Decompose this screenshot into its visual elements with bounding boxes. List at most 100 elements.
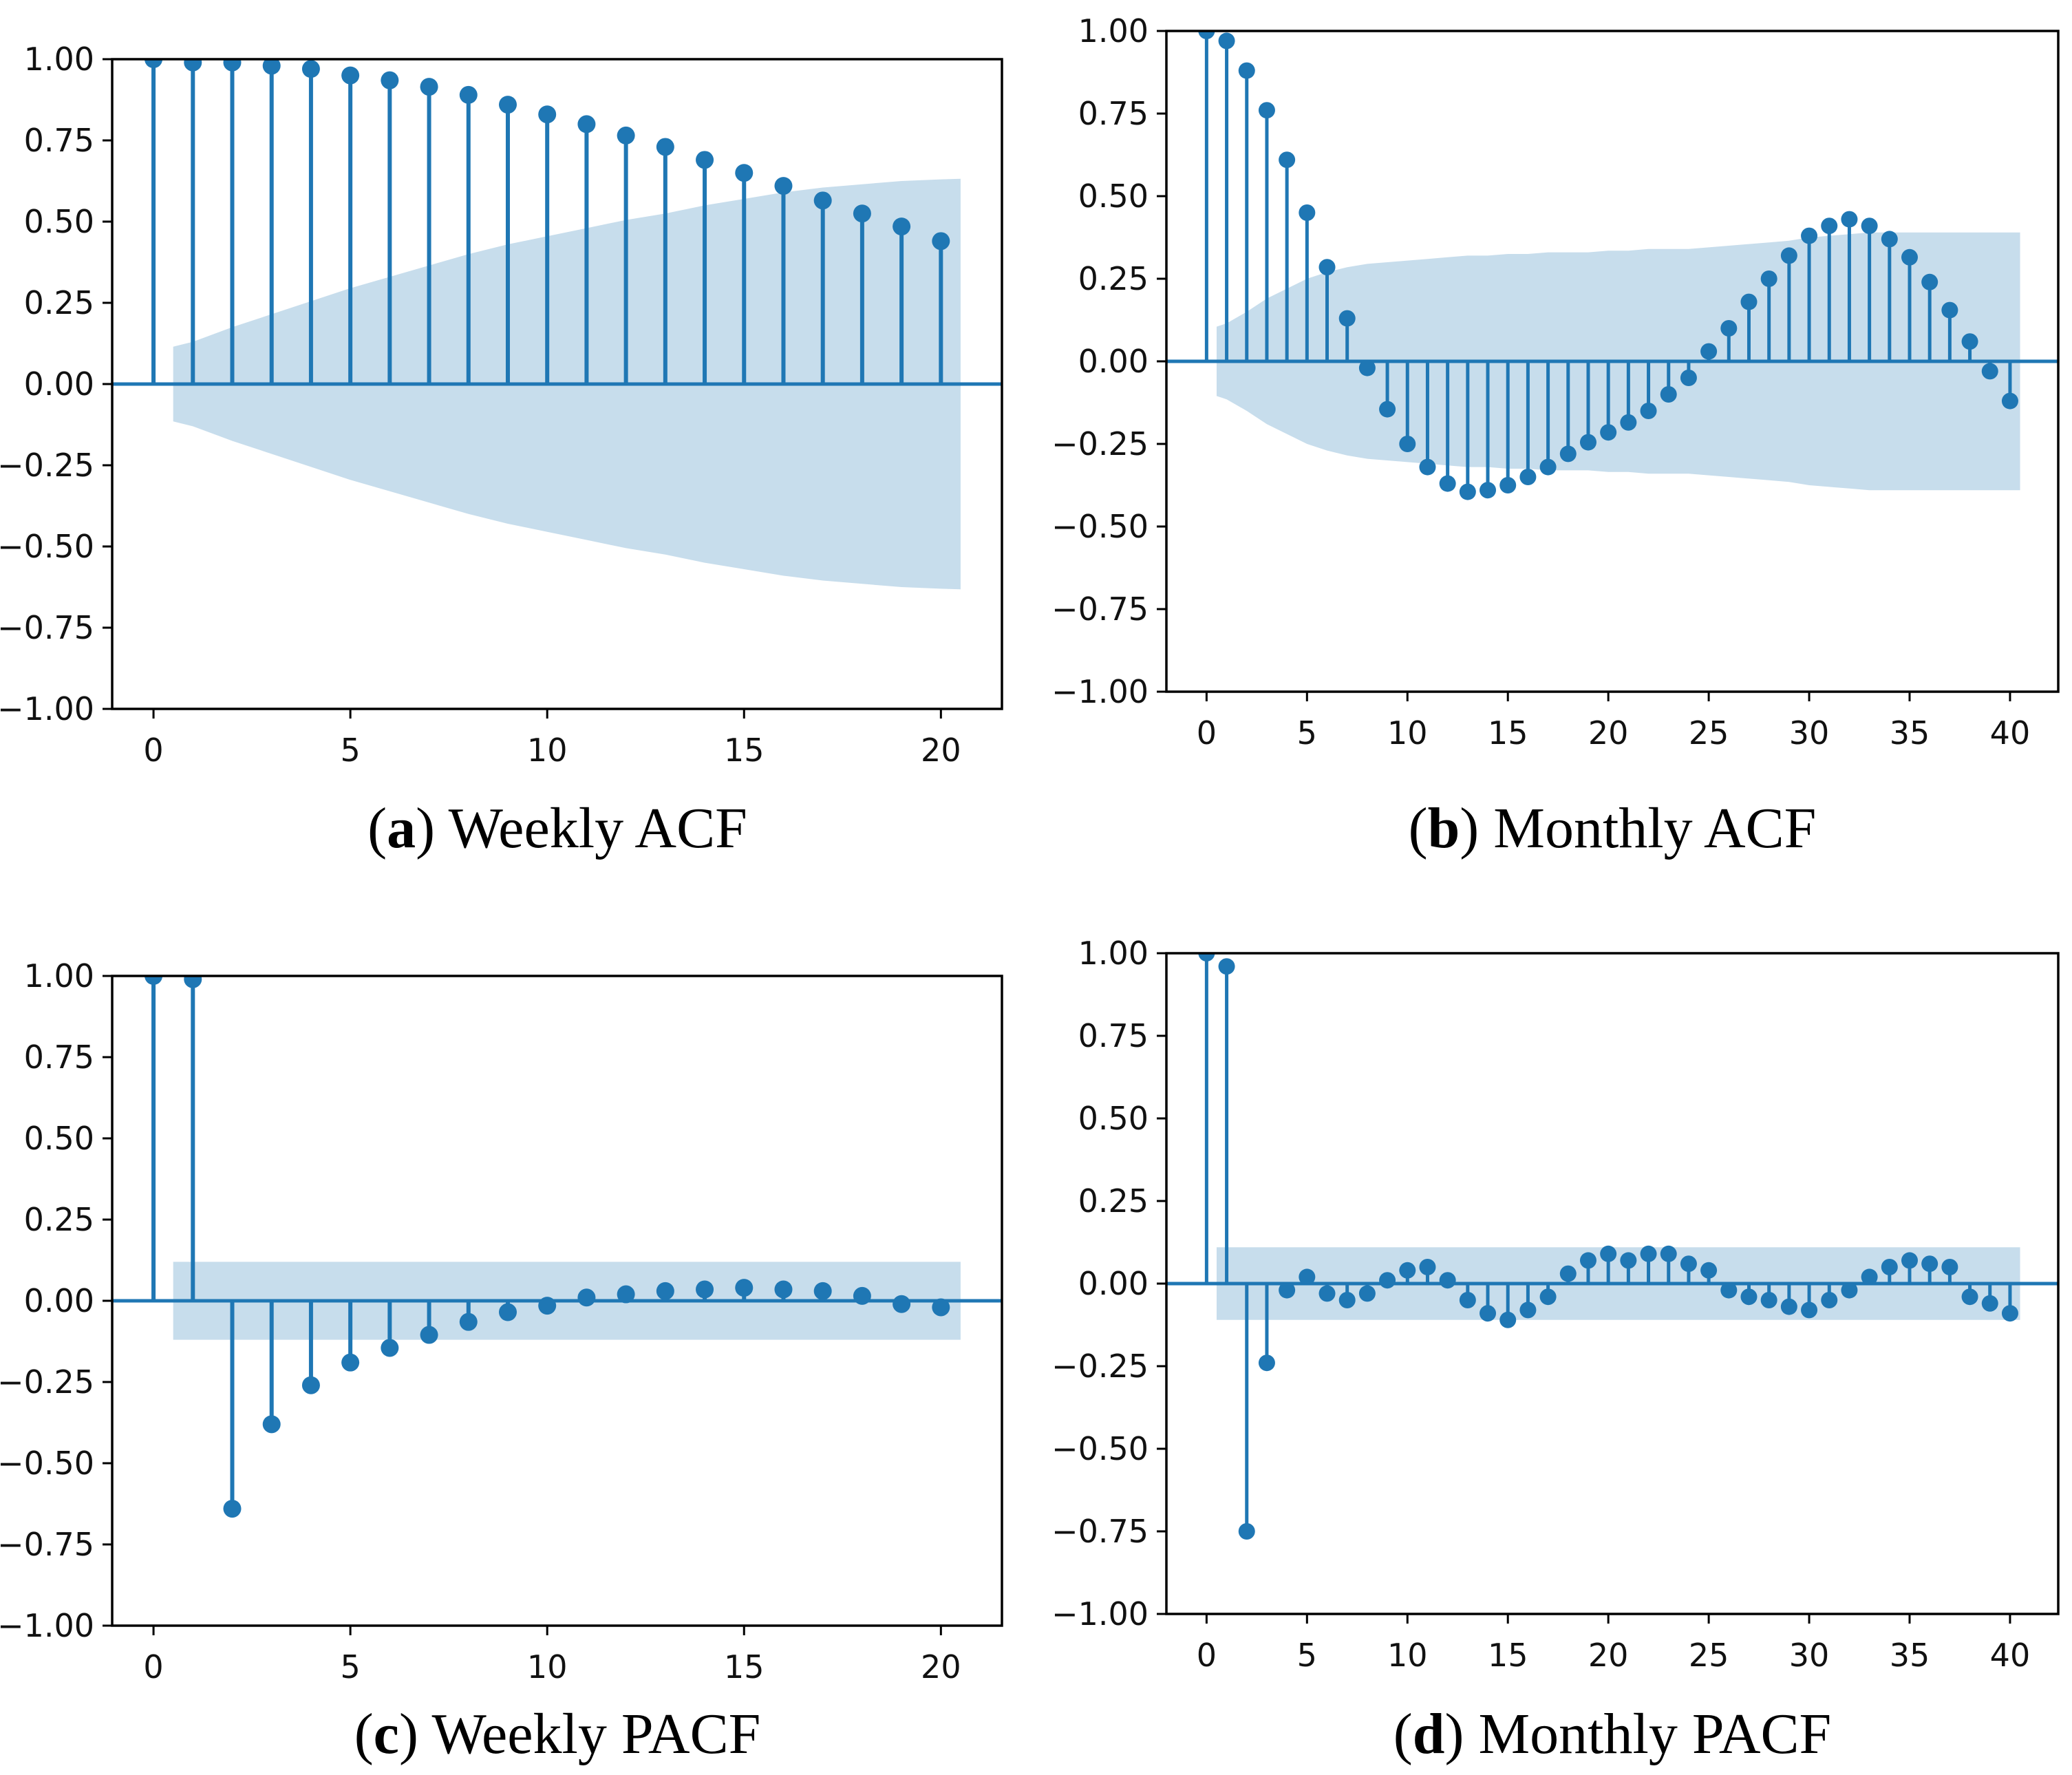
x-tick-label: 15 — [1488, 1637, 1528, 1674]
stem-marker — [538, 1297, 557, 1315]
stem-marker — [1198, 953, 1215, 961]
stem-marker — [656, 138, 674, 156]
stem-marker — [932, 1298, 950, 1317]
y-tick-label: −0.50 — [0, 528, 94, 565]
y-tick-label: 0.25 — [24, 284, 94, 321]
caption-close-paren: ) — [416, 796, 449, 860]
stem-marker — [813, 191, 832, 210]
stem-marker — [1961, 333, 1978, 350]
stem-marker — [1318, 1285, 1336, 1302]
stem-marker — [1821, 1292, 1838, 1308]
stem-marker — [1338, 310, 1356, 327]
stem-marker — [145, 59, 163, 68]
stem-marker — [1881, 231, 1898, 248]
stem-marker — [420, 78, 438, 96]
stem-marker — [301, 60, 320, 78]
stem-marker — [1841, 1282, 1858, 1299]
monthly-pacf-plot: 0 5 10 15 20 25 30 35 40 1.00 0.75 0.50 0.25 0.00 −0.2… — [1051, 935, 2060, 1674]
stem-marker — [1459, 483, 1476, 500]
stem-marker — [1559, 1265, 1577, 1282]
stem-marker — [696, 1280, 714, 1299]
stem-marker — [262, 59, 281, 75]
stem-marker — [1299, 204, 1316, 221]
stem-marker — [1620, 1252, 1637, 1269]
x-tick-label: 30 — [1789, 1637, 1830, 1674]
x-tick-label: 0 — [1197, 1637, 1217, 1674]
stem-marker — [1921, 273, 1939, 290]
stem-marker — [459, 1312, 478, 1331]
y-tick-label: −1.00 — [1051, 1595, 1149, 1633]
stem-marker — [1318, 259, 1336, 276]
y-tick-label: −0.25 — [0, 447, 94, 484]
x-tick-label: 10 — [1387, 1637, 1428, 1674]
y-tick-label: −1.00 — [0, 1607, 94, 1644]
stem-marker — [893, 217, 911, 236]
y-tick-label: −0.25 — [1051, 1348, 1149, 1385]
stem-marker — [1901, 248, 1918, 266]
monthly-acf-data-area — [1166, 31, 2058, 500]
stem-marker — [498, 96, 517, 114]
stem-marker — [301, 1376, 320, 1394]
stem-marker — [1720, 1282, 1738, 1299]
caption-weekly-acf: (a) Weekly ACF — [220, 793, 895, 864]
stem-marker — [1901, 1252, 1918, 1269]
stem-marker — [2001, 1305, 2018, 1322]
x-tick-label: 20 — [921, 1648, 961, 1686]
stem-marker — [184, 59, 202, 72]
x-tick-label: 0 — [143, 732, 163, 769]
caption-label: Weekly ACF — [448, 796, 747, 860]
x-tick-label: 10 — [527, 732, 568, 769]
stem-marker — [1559, 445, 1577, 463]
stem-marker — [1801, 1301, 1818, 1319]
stem-marker — [893, 1295, 911, 1313]
stem-marker — [1539, 1288, 1557, 1306]
y-tick-label: −1.00 — [1051, 673, 1149, 710]
stem-marker — [1981, 1295, 1998, 1312]
stem-marker — [1861, 1268, 1878, 1286]
x-tick-label: 5 — [340, 732, 360, 769]
y-tick-label: −0.50 — [0, 1445, 94, 1482]
stem-marker — [656, 1282, 674, 1300]
stem-marker — [932, 232, 950, 251]
stem-marker — [1218, 32, 1235, 50]
x-tick-label: 0 — [1197, 714, 1217, 752]
y-tick-label: 0.75 — [24, 122, 94, 159]
y-tick-label: −0.50 — [1051, 1430, 1149, 1467]
y-tick-label: 0.00 — [1078, 343, 1149, 380]
stem-marker — [1499, 1311, 1517, 1328]
stem-marker — [223, 59, 242, 72]
stem-marker — [1399, 436, 1416, 452]
y-tick-label: 0.75 — [24, 1039, 94, 1076]
stem-marker — [1680, 370, 1697, 386]
x-tick-label: 10 — [527, 1648, 568, 1686]
stem-marker — [1279, 151, 1296, 169]
stem-marker — [1539, 458, 1557, 476]
stem-marker — [774, 177, 793, 195]
stem-marker — [1941, 301, 1958, 319]
stem-marker — [1640, 403, 1657, 419]
weekly-acf-data-area — [112, 59, 1002, 590]
y-tick-label: 0.50 — [1078, 1100, 1149, 1137]
y-tick-label: −0.25 — [0, 1363, 94, 1401]
stem-marker — [853, 204, 871, 223]
y-tick-label: 0.25 — [1078, 260, 1149, 297]
x-tick-label: 15 — [1488, 714, 1528, 752]
stem-marker — [1720, 320, 1738, 337]
caption-letter: b — [1427, 796, 1460, 860]
x-tick-label: 25 — [1689, 714, 1729, 752]
stem-marker — [1579, 1252, 1596, 1269]
stem-marker — [381, 1339, 399, 1357]
stem-marker — [1379, 401, 1396, 418]
y-tick-label: −1.00 — [0, 690, 94, 727]
stem-marker — [1841, 211, 1858, 228]
stem-marker — [577, 115, 596, 134]
x-tick-label: 20 — [1588, 714, 1629, 752]
stem-marker — [1600, 1245, 1617, 1262]
stem-marker — [1399, 1262, 1416, 1279]
stem-marker — [1600, 424, 1617, 441]
stem-marker — [1258, 102, 1275, 119]
stem-marker — [1379, 1272, 1396, 1289]
stem-marker — [1740, 293, 1758, 310]
stem-marker — [1921, 1255, 1939, 1273]
